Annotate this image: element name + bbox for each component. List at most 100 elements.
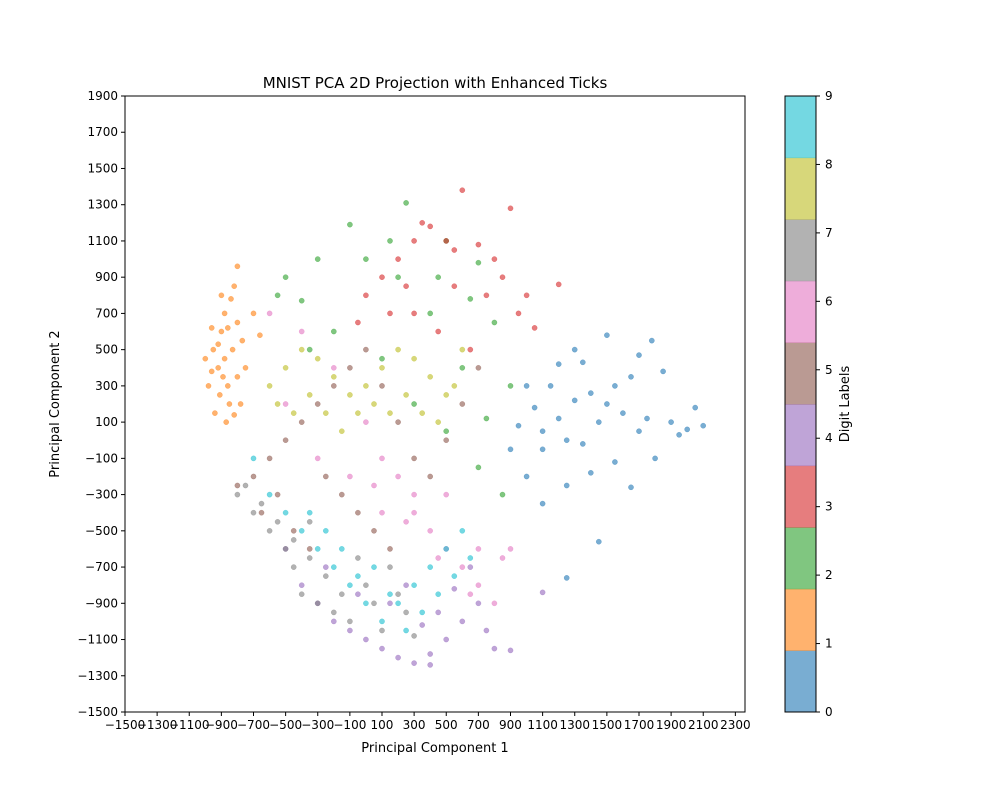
- scatter-point-digit-1: [218, 328, 225, 335]
- scatter-point-digit-6: [491, 600, 498, 607]
- y-tick-label: 100: [95, 415, 118, 429]
- scatter-point-digit-9: [387, 591, 393, 598]
- scatter-point-digit-9: [250, 455, 257, 462]
- scatter-point-digit-8: [443, 392, 450, 398]
- scatter-point-digit-5: [274, 491, 281, 498]
- scatter-point-digit-8: [314, 355, 321, 362]
- scatter-point-digit-2: [395, 274, 401, 281]
- scatter-point-digit-3: [355, 319, 361, 326]
- scatter-point-digit-7: [274, 519, 281, 525]
- scatter-point-digit-9: [379, 618, 385, 625]
- scatter-point-digit-3: [507, 205, 514, 212]
- scatter-point-digit-3: [451, 247, 458, 253]
- colorbar-tick-label: 3: [825, 500, 833, 514]
- x-tick-label: 2100: [688, 718, 719, 732]
- colorbar-segment-6: [785, 280, 816, 343]
- scatter-point-digit-1: [257, 332, 263, 339]
- scatter-point-digit-1: [208, 325, 215, 331]
- x-tick-label: 1700: [624, 718, 655, 732]
- scatter-point-digit-6: [379, 509, 385, 516]
- scatter-point-digit-0: [649, 337, 655, 344]
- y-tick-label: −100: [85, 451, 118, 465]
- plot-area-frame: [124, 95, 746, 713]
- scatter-point-digit-8: [338, 428, 345, 435]
- scatter-point-digit-8: [451, 383, 458, 389]
- scatter-point-digit-0: [588, 390, 594, 396]
- x-tick-label: 1300: [559, 718, 590, 732]
- y-tick-label: −700: [85, 560, 118, 574]
- scatter-point-digit-2: [403, 200, 409, 206]
- scatter-point-digit-2: [467, 296, 474, 302]
- x-tick-label: −500: [269, 718, 302, 732]
- scatter-point-digit-1: [208, 368, 215, 375]
- scatter-point-digit-8: [355, 410, 361, 416]
- scatter-point-digit-5: [371, 528, 377, 534]
- y-tick-label: 500: [95, 343, 118, 357]
- scatter-point-digit-0: [604, 332, 610, 339]
- scatter-point-digit-7: [282, 546, 289, 552]
- scatter-point-digit-1: [250, 310, 257, 317]
- scatter-point-digit-4: [395, 654, 401, 661]
- scatter-point-digit-2: [507, 383, 514, 389]
- scatter-point-digit-1: [242, 364, 249, 371]
- scatter-point-digit-9: [427, 564, 434, 570]
- scatter-point-digit-0: [539, 500, 546, 507]
- colorbar-tick-label: 0: [825, 705, 833, 719]
- scatter-points-layer: [202, 187, 707, 668]
- scatter-point-digit-8: [266, 383, 273, 389]
- scatter-point-digit-6: [403, 519, 409, 525]
- scatter-point-digit-4: [379, 645, 385, 652]
- scatter-point-digit-3: [491, 256, 498, 262]
- scatter-point-digit-3: [443, 238, 450, 244]
- x-tick-label: −700: [237, 718, 270, 732]
- scatter-point-digit-0: [652, 455, 658, 462]
- scatter-point-digit-9: [451, 573, 458, 579]
- colorbar-frame: [784, 95, 817, 713]
- scatter-point-digit-0: [636, 428, 642, 435]
- scatter-point-digit-4: [363, 636, 369, 643]
- scatter-point-digit-5: [234, 482, 241, 489]
- scatter-point-digit-0: [620, 410, 626, 416]
- scatter-point-digit-5: [387, 546, 393, 552]
- scatter-point-digit-3: [411, 238, 417, 244]
- colorbar-segment-5: [785, 342, 816, 405]
- scatter-point-digit-5: [411, 455, 417, 462]
- scatter-point-digit-0: [523, 473, 530, 480]
- scatter-point-digit-7: [290, 564, 297, 570]
- scatter-point-digit-1: [215, 364, 221, 371]
- scatter-point-digit-1: [210, 346, 217, 353]
- colorbar-tick-label: 9: [825, 89, 833, 103]
- scatter-point-digit-0: [515, 422, 522, 429]
- scatter-point-digit-0: [676, 431, 682, 438]
- scatter-point-digit-6: [395, 473, 401, 480]
- scatter-point-digit-0: [580, 441, 586, 447]
- scatter-point-digit-9: [330, 564, 337, 570]
- scatter-point-digit-7: [306, 555, 313, 561]
- scatter-point-digit-3: [555, 281, 562, 288]
- scatter-point-digit-6: [411, 491, 417, 498]
- scatter-point-digit-1: [229, 346, 236, 353]
- y-tick-label: 700: [95, 306, 118, 320]
- scatter-point-digit-9: [355, 573, 361, 579]
- scatter-point-digit-6: [266, 310, 273, 317]
- scatter-point-digit-4: [483, 627, 490, 634]
- scatter-point-digit-6: [499, 555, 506, 561]
- scatter-point-digit-1: [234, 263, 241, 270]
- colorbar-segment-0: [785, 650, 816, 713]
- scatter-point-digit-4: [419, 622, 426, 628]
- scatter-point-digit-5: [363, 346, 369, 353]
- scatter-point-digit-5: [330, 383, 337, 389]
- scatter-point-digit-1: [220, 373, 226, 380]
- scatter-point-digit-7: [242, 482, 249, 489]
- scatter-point-digit-5: [290, 528, 297, 534]
- scatter-point-digit-6: [435, 555, 442, 561]
- scatter-point-digit-3: [467, 346, 474, 353]
- scatter-point-digit-0: [539, 428, 546, 435]
- colorbar-tick-label: 2: [825, 568, 833, 582]
- scatter-point-digit-5: [258, 509, 265, 516]
- scatter-point-digit-1: [221, 355, 228, 362]
- scatter-point-digit-9: [266, 491, 273, 498]
- x-tick-label: 900: [499, 718, 522, 732]
- scatter-point-digit-9: [282, 509, 289, 516]
- scatter-point-digit-0: [580, 359, 586, 366]
